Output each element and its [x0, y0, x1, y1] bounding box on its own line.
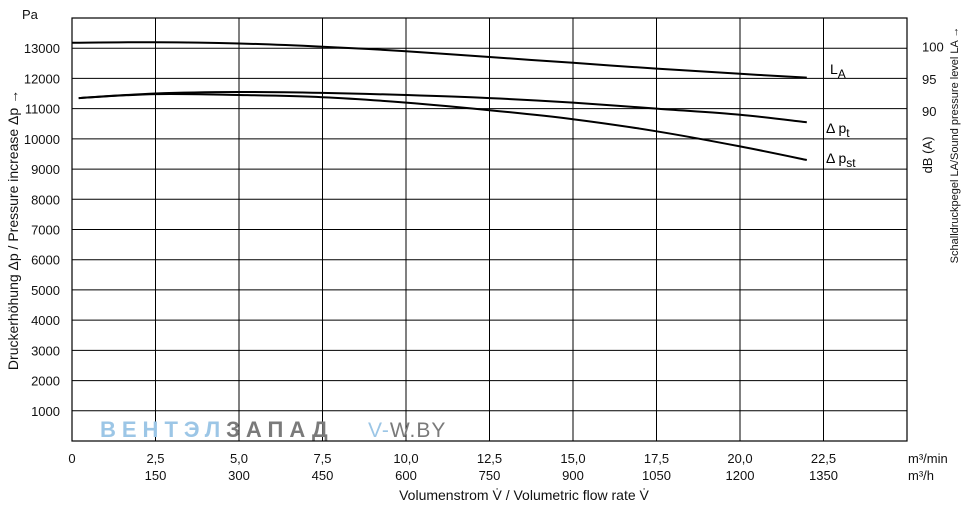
x-tick-label-secondary: 150: [145, 468, 167, 483]
x-tick-label-secondary: 600: [395, 468, 417, 483]
x-axis-title: Volumenstrom V̇ / Volumetric flow rate V…: [399, 487, 649, 503]
series-line-la: [71, 41, 807, 79]
left-tick-label: 12000: [24, 71, 60, 86]
curve-label-pt: Δ pt: [826, 120, 850, 140]
left-tick-label: 3000: [31, 343, 60, 358]
right-tick-label: 90: [922, 104, 936, 119]
left-tick-label: 13000: [24, 41, 60, 56]
curve-label-pst-sub: st: [846, 156, 856, 170]
right-axis-ticks: 90 95 100: [922, 40, 944, 119]
x-tick-label-secondary: 750: [479, 468, 501, 483]
series-line-pt: [78, 90, 807, 124]
curve-label-pst-main: Δ p: [826, 150, 846, 166]
x-tick-label-primary: 7,5: [313, 451, 331, 466]
x-tick-label-primary: 15,0: [560, 451, 585, 466]
left-tick-label: 9000: [31, 162, 60, 177]
x-tick-label-primary: 20,0: [727, 451, 752, 466]
x-tick-label-secondary: 300: [228, 468, 250, 483]
left-tick-label: 8000: [31, 192, 60, 207]
x-axis-unit-secondary: m³/h: [908, 468, 934, 483]
x-tick-label-primary: 22,5: [811, 451, 836, 466]
left-axis-title: Druckerhöhung Δp / Pressure increase Δp …: [5, 90, 21, 370]
curve-label-pt-main: Δ p: [826, 120, 846, 136]
right-tick-label: 95: [922, 72, 936, 87]
watermark-part2: ЗАПАД: [226, 417, 334, 442]
left-tick-label: 6000: [31, 253, 60, 268]
svg-text:V-W.BY: V-W.BY: [368, 419, 446, 442]
curve-label-la: LA: [830, 61, 846, 81]
series-line-pst: [78, 92, 808, 161]
watermark-part1: ВЕНТЭЛ: [100, 417, 226, 442]
x-tick-label-secondary: 1350: [809, 468, 838, 483]
curve-label-la-sub: A: [838, 67, 846, 81]
x-tick-label-secondary: 1050: [642, 468, 671, 483]
left-tick-label: 4000: [31, 313, 60, 328]
left-axis-unit: Pa: [22, 7, 39, 22]
curve-labels: LA Δ pt Δ pst: [826, 61, 856, 170]
watermark: ВЕНТЭЛЗАПАД V-W.BY: [100, 417, 446, 442]
left-axis-ticks: 1000 2000 3000 4000 5000 6000 7000 8000 9000 1000…: [24, 41, 60, 419]
left-tick-label: 10000: [24, 132, 60, 147]
left-tick-label: 1000: [31, 404, 60, 419]
x-tick-label-primary: 12,5: [477, 451, 502, 466]
left-tick-label: 2000: [31, 374, 60, 389]
left-tick-label: 7000: [31, 223, 60, 238]
plot-frame: [71, 17, 908, 442]
grid: [72, 18, 907, 441]
curve-label-la-main: L: [830, 61, 838, 77]
svg-text:ВЕНТЭЛЗАПАД: ВЕНТЭЛЗАПАД: [100, 417, 334, 442]
series: [71, 41, 808, 161]
x-tick-label-primary: 17,5: [644, 451, 669, 466]
right-axis-unit: dB (A): [920, 137, 935, 174]
x-tick-label-primary: 5,0: [230, 451, 248, 466]
x-tick-label-primary: 10,0: [393, 451, 418, 466]
right-axis-title: Schalldruckpegel LA/Sound pressure level…: [949, 27, 961, 264]
left-tick-label: 5000: [31, 283, 60, 298]
curve-label-pt-sub: t: [846, 126, 850, 140]
curve-label-pst: Δ pst: [826, 150, 856, 170]
x-tick-label-secondary: 450: [312, 468, 334, 483]
x-tick-label-primary: 0: [68, 451, 75, 466]
x-tick-label-primary: 2,5: [146, 451, 164, 466]
x-tick-label-secondary: 1200: [726, 468, 755, 483]
watermark-part3: V-: [368, 419, 390, 442]
watermark-part4: W.BY: [390, 419, 447, 442]
x-tick-label-secondary: 900: [562, 468, 584, 483]
left-tick-label: 11000: [25, 102, 60, 117]
x-axis-ticks: 0 2,5 5,0 7,5 10,0 12,5 15,0 17,5 20,0 22,5 150 300…: [68, 451, 838, 483]
right-tick-label: 100: [922, 40, 944, 55]
x-axis-unit-primary: m³/min: [908, 451, 948, 466]
